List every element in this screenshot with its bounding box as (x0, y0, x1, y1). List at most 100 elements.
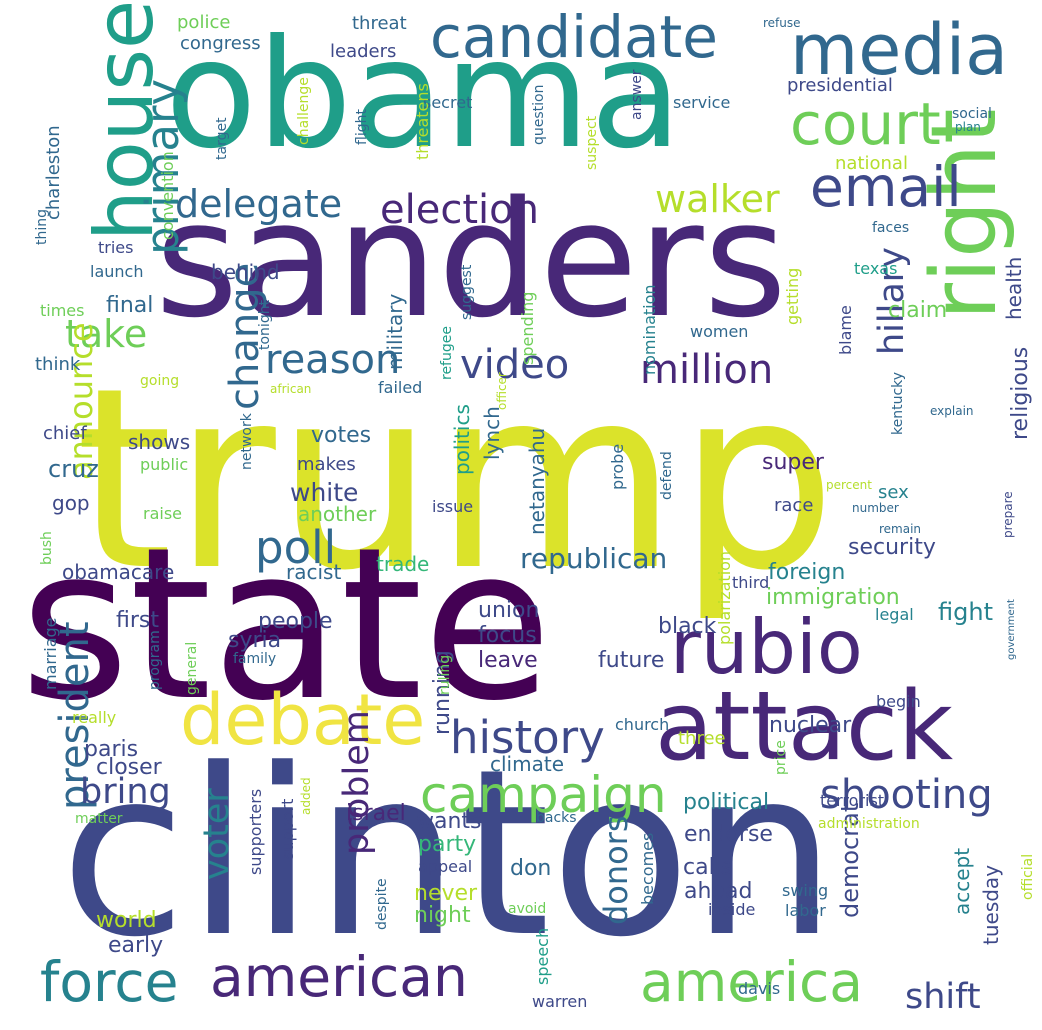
word-avoid: avoid (508, 901, 547, 917)
word-thing: thing (34, 208, 50, 245)
word-times: times (40, 301, 85, 320)
word-swing: swing (782, 881, 829, 900)
word-behind: behind (211, 260, 280, 284)
word-explain: explain (930, 404, 974, 418)
word-blame: blame (836, 305, 855, 355)
word-state: state (20, 502, 552, 747)
word-issue: issue (432, 497, 474, 516)
word-remain: remain (879, 522, 922, 536)
word-flight: flight (354, 109, 370, 145)
word-candidate: candidate (430, 3, 718, 71)
word-walker: walker (655, 177, 780, 221)
word-future: future (598, 648, 665, 673)
word-shows: shows (128, 430, 191, 454)
word-republican: republican (520, 542, 668, 575)
word-marriage: marriage (41, 617, 60, 690)
word-presidential: presidential (787, 75, 893, 96)
word-labor: labor (785, 901, 826, 920)
word-political: political (683, 790, 770, 815)
word-claim: claim (888, 298, 948, 323)
word-terrorist: terrorist (820, 791, 885, 810)
word-gop: gop (52, 491, 90, 515)
word-police: police (177, 12, 231, 33)
word-target: target (214, 117, 230, 160)
word-failed: failed (378, 378, 423, 397)
word-support: support (278, 798, 297, 860)
word-delegate: delegate (175, 182, 343, 226)
word-public: public (140, 455, 189, 474)
word-world: world (96, 908, 157, 933)
word-backs: backs (536, 810, 577, 826)
word-donors: donors (597, 815, 635, 925)
word-endorse: endorse (684, 822, 773, 847)
word-shift: shift (905, 977, 981, 1017)
word-refuse: refuse (763, 16, 801, 30)
word-email: email (810, 155, 962, 219)
word-nomination: nomination (640, 284, 659, 375)
word-netanyahu: netanyahu (525, 427, 549, 535)
word-religious: religious (1008, 346, 1033, 440)
word-fight: fight (938, 598, 993, 626)
word-chief: chief (43, 423, 87, 444)
word-supporters: supporters (246, 788, 265, 875)
word-service: service (673, 93, 731, 112)
word-attack: attack (655, 672, 954, 782)
word-tries: tries (98, 238, 134, 257)
word-launch: launch (90, 262, 144, 281)
word-campaign: campaign (420, 766, 667, 824)
word-security: security (848, 535, 936, 560)
word-climate: climate (490, 752, 564, 776)
word-begin: begin (876, 692, 921, 711)
word-votes: votes (311, 423, 372, 448)
word-sex: sex (878, 482, 909, 503)
word-added: added (299, 777, 313, 815)
word-rubio: rubio (670, 603, 863, 691)
word-think: think (35, 354, 81, 375)
word-focus: focus (478, 623, 537, 648)
word-force: force (40, 950, 179, 1014)
word-answer: answer (629, 69, 645, 120)
word-israel: israel (346, 801, 406, 826)
word-family: family (233, 651, 277, 667)
word-media: media (790, 9, 1009, 91)
word-makes: makes (297, 454, 356, 475)
word-official: official (1020, 853, 1036, 900)
word-foreign: foreign (768, 560, 846, 585)
word-question: question (531, 84, 547, 145)
word-prepare: prepare (1001, 491, 1015, 538)
word-first: first (116, 608, 159, 633)
word-inside: inside (708, 900, 756, 919)
word-white: white (290, 478, 359, 507)
word-don: don (510, 856, 552, 881)
word-america: america (640, 950, 863, 1014)
word-african: african (270, 382, 312, 396)
word-take: take (65, 312, 148, 356)
word-racist: racist (286, 560, 342, 584)
word-calls: calls (683, 855, 733, 880)
word-texas: texas (854, 259, 898, 278)
word-spending: spending (518, 291, 537, 365)
word-trade: trade (376, 552, 430, 576)
word-ruling: ruling (437, 654, 453, 695)
word-lynch: lynch (480, 406, 504, 460)
word-legal: legal (875, 605, 914, 624)
word-election: election (380, 187, 539, 233)
word-getting: getting (783, 267, 802, 325)
word-appeal: appeal (418, 857, 473, 876)
word-party: party (418, 832, 477, 857)
word-number: number (852, 501, 899, 515)
word-early: early (108, 933, 164, 958)
word-sanders: sanders (155, 166, 787, 353)
word-leaders: leaders (330, 41, 397, 62)
word-bush: bush (39, 531, 55, 565)
word-wants: wants (416, 809, 482, 834)
word-million: million (640, 347, 774, 393)
word-obamacare: obamacare (62, 560, 175, 584)
word-paris: paris (84, 737, 139, 762)
word-administration: administration (818, 816, 920, 832)
word-super: super (762, 450, 824, 475)
word-shooting: shooting (820, 772, 993, 818)
word-percent: percent (826, 478, 872, 492)
word-women: women (690, 322, 749, 341)
